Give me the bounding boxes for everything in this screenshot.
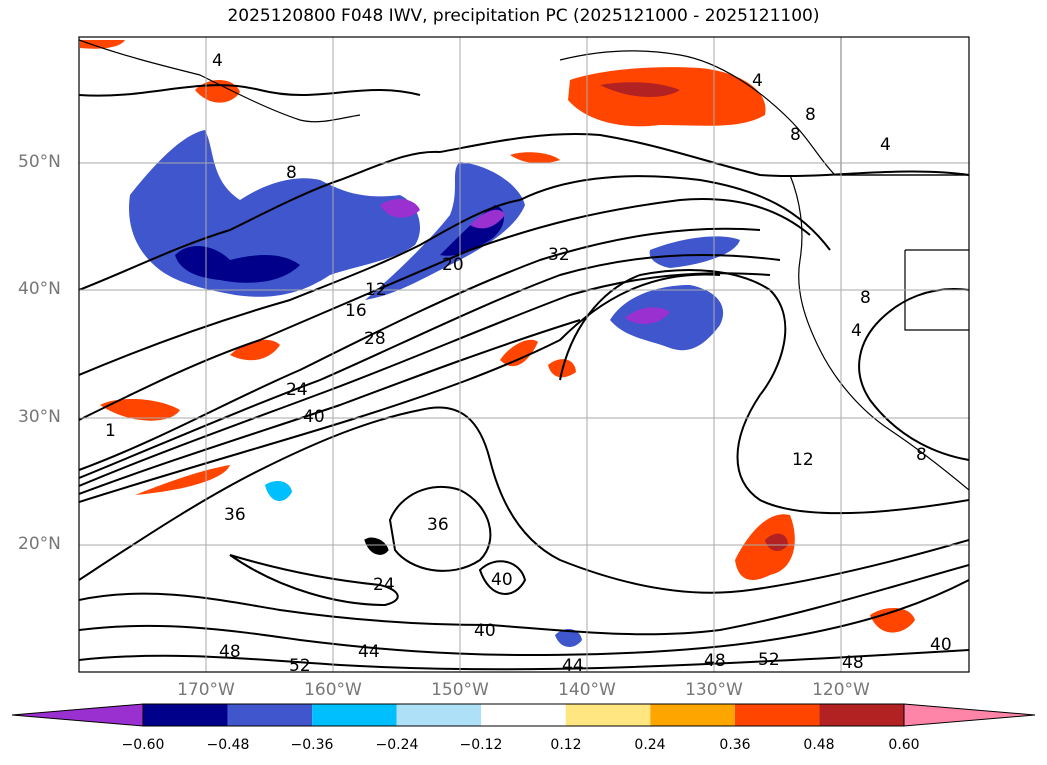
- precip-area-small1: [555, 628, 582, 647]
- precip-pos-west: [100, 398, 180, 421]
- lat-label-20: 20°N: [18, 534, 61, 554]
- contour-label: 52: [289, 656, 311, 676]
- colorbar-tick: −0.48: [206, 737, 250, 753]
- precip-pos-nw2: [80, 40, 125, 49]
- lon-label-160w: 160°W: [304, 680, 362, 700]
- precip-pos-ne: [510, 152, 560, 164]
- contour-label: 40: [474, 621, 496, 641]
- contour-label: 8: [860, 288, 871, 308]
- contour-label: 12: [792, 450, 814, 470]
- contour-label: 4: [851, 321, 862, 341]
- colorbar-tick: −0.24: [375, 737, 419, 753]
- contour-label: 48: [704, 651, 726, 671]
- map-title: 2025120800 F048 IWV, precipitation PC (2…: [227, 6, 820, 26]
- contour-label: 32: [548, 245, 570, 265]
- contour-label: 40: [930, 635, 952, 655]
- lat-label-40: 40°N: [18, 279, 61, 299]
- colorbar-segment: [312, 704, 397, 726]
- precip-pos-south-core: [765, 533, 788, 552]
- contour-label: 36: [224, 505, 246, 525]
- map-frame: [78, 36, 970, 673]
- colorbar-tick: 0.60: [888, 737, 920, 753]
- precip-pos-alaska: [568, 67, 766, 127]
- colorbar-outline: [142, 703, 905, 727]
- map-plot-area: 4 4 4 8 8 8 8 8 12 12 16 20 24 28 32 36 …: [79, 37, 969, 676]
- lat-label-30: 30°N: [18, 407, 61, 427]
- colorbar-segment: [734, 704, 820, 726]
- lon-label-150w: 150°W: [431, 680, 489, 700]
- contour-label: 4: [752, 71, 763, 91]
- contour-label: 4: [212, 51, 223, 71]
- colorbar-segment: [396, 704, 482, 726]
- negative-precip-areas: [129, 130, 740, 647]
- contour-label: 36: [427, 515, 449, 535]
- contour-label: 12: [365, 280, 387, 300]
- contour-label: 24: [286, 380, 308, 400]
- colorbar-tick: 0.12: [550, 737, 582, 753]
- contour-labels: 4 4 4 8 8 8 8 8 12 12 16 20 24 28 32 36 …: [105, 51, 952, 676]
- contour-label: 48: [842, 653, 864, 673]
- contour-label: 16: [345, 301, 367, 321]
- colorbar-segment: [143, 704, 228, 726]
- lon-label-120w: 120°W: [812, 680, 870, 700]
- contour-label: 20: [442, 255, 464, 275]
- precip-pos-mid1: [230, 339, 280, 361]
- precip-core-central: [625, 307, 670, 324]
- colorbar-tick: 0.24: [634, 737, 666, 753]
- contour-label: 8: [286, 163, 297, 183]
- contour-label: 44: [562, 656, 584, 676]
- contour-label: 8: [805, 105, 816, 125]
- colorbar-tick: 0.48: [803, 737, 835, 753]
- colorbar-extend-low: [11, 703, 144, 727]
- precip-pos-alaska-core: [600, 82, 680, 97]
- lon-label-130w: 130°W: [685, 680, 743, 700]
- colorbar-tick: −0.36: [290, 737, 334, 753]
- precip-area-small2: [265, 480, 292, 502]
- colorbar-tick: −0.12: [459, 737, 503, 753]
- colorbar-segment: [481, 704, 566, 726]
- precip-pos-mid2: [500, 339, 538, 367]
- colorbar-tick: −0.60: [121, 737, 165, 753]
- lat-label-50: 50°N: [18, 152, 61, 172]
- colorbar: [11, 703, 1036, 727]
- precip-core-purple1: [380, 198, 420, 218]
- colorbar-segment: [565, 704, 651, 726]
- gridlines: [79, 37, 969, 672]
- contour-label: 8: [916, 445, 927, 465]
- colorbar-segment: [650, 704, 735, 726]
- contour-label: 8: [790, 125, 801, 145]
- colorbar-segment: [227, 704, 313, 726]
- contour-label: 40: [303, 407, 325, 427]
- contour-label: 44: [358, 642, 380, 662]
- lon-label-140w: 140°W: [558, 680, 616, 700]
- contour-label: 1: [105, 421, 116, 441]
- colorbar-tick: 0.36: [719, 737, 751, 753]
- precip-pos-se: [870, 608, 915, 633]
- iwv-contours: [79, 84, 969, 671]
- colorbar-segment: [819, 704, 904, 726]
- contour-label: 48: [219, 642, 241, 662]
- contour-label: 4: [880, 135, 891, 155]
- contour-label: 52: [758, 650, 780, 670]
- precip-area-east: [649, 236, 740, 268]
- precip-area-central: [610, 285, 724, 351]
- contour-label: 24: [373, 575, 395, 595]
- precip-core-purple2: [470, 209, 505, 229]
- contour-label: 40: [491, 570, 513, 590]
- colorbar-extend-high: [903, 703, 1036, 727]
- contour-label: 28: [364, 329, 386, 349]
- precip-pos-south: [735, 514, 795, 580]
- lon-label-170w: 170°W: [177, 680, 235, 700]
